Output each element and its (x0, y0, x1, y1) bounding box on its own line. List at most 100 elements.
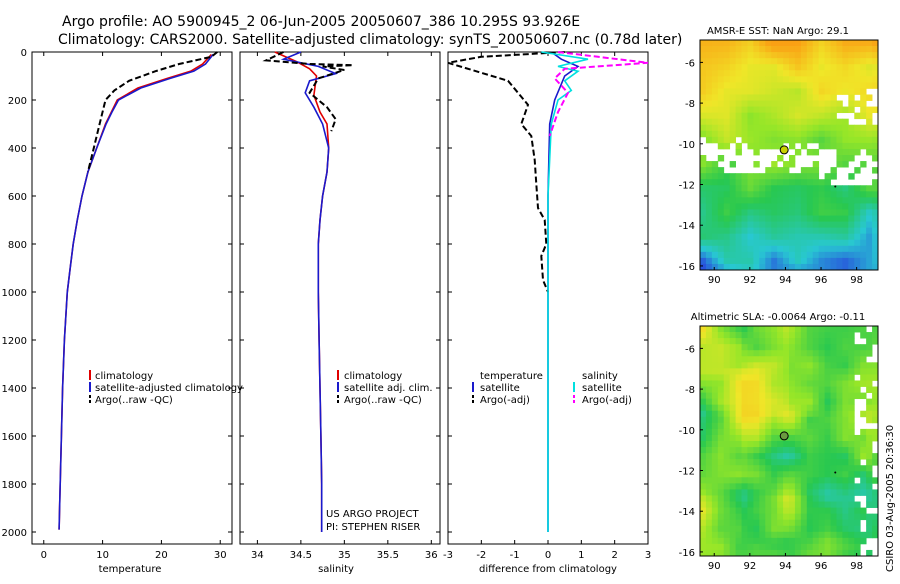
map-cell (729, 471, 736, 478)
map-cell (812, 441, 820, 448)
map-cell (818, 447, 825, 454)
map-cell (735, 374, 742, 381)
map-cell (836, 191, 843, 198)
map-cell (765, 124, 772, 132)
map-cell (711, 332, 719, 339)
map-cell (705, 519, 713, 527)
map-cell (741, 501, 748, 508)
map-cell (860, 209, 867, 216)
map-cell (705, 495, 713, 502)
map-cell (729, 332, 736, 339)
map-cell (830, 501, 837, 508)
map-cell (771, 221, 778, 229)
map-cell (753, 519, 760, 527)
map-cell (854, 257, 861, 265)
map-cell (759, 332, 766, 339)
map-cell (717, 191, 725, 198)
map-cell (836, 453, 843, 460)
map-cell (753, 239, 760, 247)
map-cell (842, 483, 849, 490)
map-cell (866, 221, 873, 229)
map-cell (729, 227, 736, 235)
map-cell (705, 465, 713, 472)
map-cell (765, 477, 772, 484)
map-cell (848, 64, 855, 71)
temperature-xlabel: temperature (99, 564, 162, 575)
map-cell (723, 447, 731, 454)
map-cell (717, 513, 725, 521)
map-cell (735, 70, 742, 77)
map-cell (789, 64, 796, 71)
map-cell (812, 58, 820, 65)
map-cell (848, 356, 855, 363)
map-cell (860, 185, 867, 192)
map-cell (783, 82, 790, 89)
map-cell (872, 374, 879, 381)
map-cell (747, 471, 754, 478)
map-cell (872, 191, 879, 198)
map-cell (717, 422, 725, 430)
map-cell (735, 197, 742, 204)
map-cell (753, 380, 760, 387)
map-cell (700, 392, 707, 400)
map-cell (753, 94, 760, 101)
map-cell (723, 94, 731, 101)
map-cell (806, 118, 814, 126)
map-cell (765, 519, 772, 527)
map-cell (759, 489, 766, 496)
map-cell (747, 124, 754, 132)
map-cell (818, 112, 825, 120)
map-cell (789, 245, 796, 253)
map-x-tick-label: 98 (850, 561, 863, 572)
map-cell (848, 82, 855, 89)
map-cell (830, 525, 837, 533)
map-cell (806, 106, 814, 114)
map-x-tick-label: 96 (815, 275, 828, 286)
map-cell (824, 483, 831, 490)
map-cell (705, 483, 713, 490)
map-cell (700, 531, 707, 539)
map-cell (759, 410, 766, 418)
map-cell (717, 185, 725, 192)
map-cell (711, 386, 719, 393)
map-cell (777, 416, 784, 424)
map-cell (842, 495, 849, 502)
map-cell (794, 374, 802, 381)
map-cell (747, 106, 754, 114)
map-cell (741, 257, 748, 265)
map-cell (753, 362, 760, 369)
map-cell (824, 392, 831, 400)
map-cell (800, 227, 808, 235)
map-cell (747, 245, 754, 253)
map-cell (800, 239, 808, 247)
map-cell (842, 40, 849, 47)
map-cell (806, 88, 814, 95)
map-cell (872, 221, 879, 229)
map-cell (759, 136, 766, 144)
map-cell (836, 356, 843, 363)
map-cell (747, 40, 754, 47)
map-cell (818, 398, 825, 406)
map-cell (771, 434, 778, 442)
map-cell (800, 501, 808, 508)
map-cell (836, 338, 843, 345)
map-cell (723, 88, 731, 95)
map-cell (765, 58, 772, 65)
map-cell (818, 64, 825, 71)
map-cell (824, 416, 831, 424)
map-cell (789, 136, 796, 144)
map-cell (729, 447, 736, 454)
map-cell (700, 215, 707, 222)
map-cell (794, 185, 802, 192)
map-cell (800, 422, 808, 430)
map-cell (759, 191, 766, 198)
legend-label-temp-argo: Argo(-adj) (480, 395, 530, 406)
map-cell (860, 257, 867, 265)
map-cell (700, 52, 707, 59)
map-cell (854, 112, 861, 120)
map-cell (860, 392, 867, 400)
map-cell (771, 112, 778, 120)
map-cell (759, 447, 766, 454)
map-cell (812, 392, 820, 400)
map-cell (735, 88, 742, 95)
